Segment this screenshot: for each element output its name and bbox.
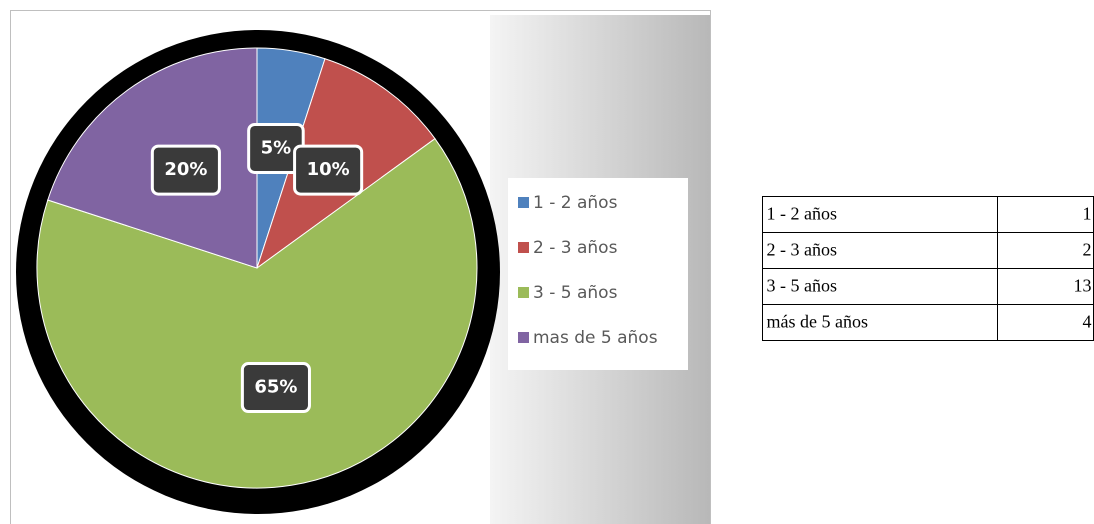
table-number: 1 xyxy=(1083,204,1092,224)
data-label-box xyxy=(240,362,311,414)
table-number: 4 xyxy=(1083,312,1092,332)
legend-label: 2 - 3 años xyxy=(533,238,618,258)
table-number: 13 xyxy=(1074,276,1092,296)
legend-label: 3 - 5 años xyxy=(533,283,618,303)
table-text: 1 - 2 años xyxy=(767,204,838,224)
pie xyxy=(36,47,478,489)
table-number: 2 xyxy=(1083,240,1092,260)
table-cell xyxy=(997,304,1094,341)
table-text: 3 - 5 años xyxy=(767,276,838,296)
table-text: más de 5 años xyxy=(767,312,868,332)
table-cell xyxy=(997,232,1094,269)
data-label: 65% xyxy=(254,377,297,398)
table: 1 - 2 años 1 2 - 3 años 2 3 - 5 años 13 más de… xyxy=(762,196,1094,341)
data-label-box xyxy=(150,144,221,196)
table-cell xyxy=(997,196,1094,233)
legend xyxy=(508,178,688,370)
data-label: 20% xyxy=(164,159,207,180)
table-text: 2 - 3 años xyxy=(767,240,838,260)
legend-label: 1 - 2 años xyxy=(533,193,618,213)
data-label: 5% xyxy=(261,137,292,158)
legend-swatch xyxy=(518,287,529,298)
data-label: 10% xyxy=(307,159,350,180)
legend-label: mas de 5 años xyxy=(533,328,658,348)
data-label-box xyxy=(293,144,364,196)
legend-swatch xyxy=(518,242,529,253)
pie-slice xyxy=(36,137,478,489)
legend-swatch xyxy=(518,197,529,208)
legend-swatch xyxy=(518,332,529,343)
